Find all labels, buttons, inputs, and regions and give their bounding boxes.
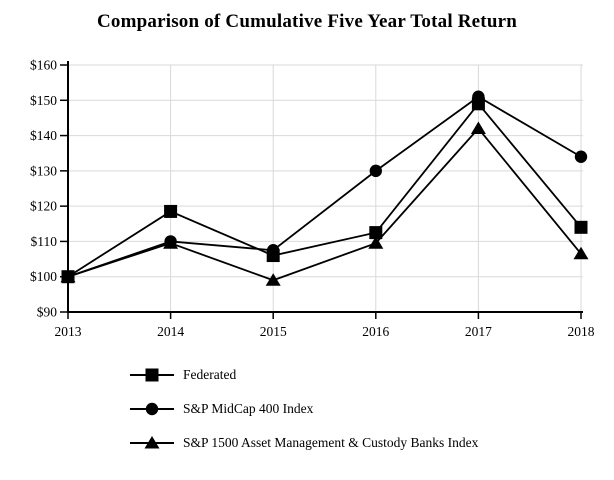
y-axis-label: $140 bbox=[30, 128, 57, 143]
legend-item-federated: Federated bbox=[130, 358, 478, 392]
square-marker-federated bbox=[574, 220, 588, 234]
x-axis-label: 2016 bbox=[362, 324, 389, 339]
legend-label: S&P MidCap 400 Index bbox=[183, 401, 314, 416]
circle-marker-sandp-midcap-400-index bbox=[574, 150, 588, 163]
triangle-marker-sandp-1500-asset-management-and-custody-banks-index bbox=[470, 121, 486, 135]
y-axis-label: $160 bbox=[30, 58, 57, 73]
series-line-sandp-1500-asset-management-and-custody-banks-index bbox=[67, 127, 582, 282]
x-axis-label: 2018 bbox=[568, 324, 595, 339]
chart-title: Comparison of Cumulative Five Year Total… bbox=[96, 11, 517, 32]
triangle-marker-sandp-1500-asset-management-and-custody-banks-index bbox=[573, 246, 589, 260]
y-axis-label: $110 bbox=[31, 234, 58, 249]
circle-marker-sandp-midcap-400-index bbox=[369, 164, 382, 178]
square-marker-federated bbox=[369, 226, 383, 240]
triangle-marker-sandp-1500-asset-management-and-custody-banks-index bbox=[368, 236, 384, 249]
legend-item-sandp-1500-asset-management-and-custody-banks-index: S&P 1500 Asset Management & Custody Bank… bbox=[130, 426, 478, 460]
series-line-federated bbox=[67, 102, 582, 278]
square-marker-federated bbox=[61, 270, 75, 284]
circle-marker-sandp-midcap-400-index bbox=[164, 235, 177, 248]
square-marker-federated bbox=[471, 97, 485, 111]
y-axis-label: $120 bbox=[30, 199, 57, 214]
y-axis-label: $150 bbox=[30, 93, 57, 108]
y-axis-label: $100 bbox=[30, 269, 57, 284]
triangle-legend-marker-icon bbox=[130, 436, 174, 449]
series-line-sandp-midcap-400-index bbox=[67, 95, 582, 278]
x-axis-label: 2013 bbox=[55, 324, 82, 339]
x-axis-label: 2017 bbox=[465, 324, 492, 339]
legend-item-sandp-midcap-400-index: S&P MidCap 400 Index bbox=[130, 392, 478, 426]
circle-legend-marker-icon bbox=[130, 402, 174, 416]
square-legend-marker-icon bbox=[130, 368, 174, 382]
y-axis-label: $90 bbox=[37, 305, 58, 320]
legend-label: Federated bbox=[183, 367, 237, 382]
chart-canvas: $90 $100 $110 $120 $130 $140 $150 $160 2013 2014 2… bbox=[30, 58, 595, 340]
x-axis-label: 2015 bbox=[260, 324, 287, 339]
square-marker-federated bbox=[266, 249, 280, 263]
x-axis-label: 2014 bbox=[157, 324, 184, 339]
triangle-marker-sandp-1500-asset-management-and-custody-banks-index bbox=[265, 273, 281, 286]
square-marker-federated bbox=[164, 204, 178, 218]
chart-legend: Federated S&P MidCap 400 Index S&P 1500 As… bbox=[130, 358, 478, 460]
y-axis-label: $130 bbox=[30, 163, 57, 178]
legend-label: S&P 1500 Asset Management & Custody Bank… bbox=[183, 435, 479, 450]
